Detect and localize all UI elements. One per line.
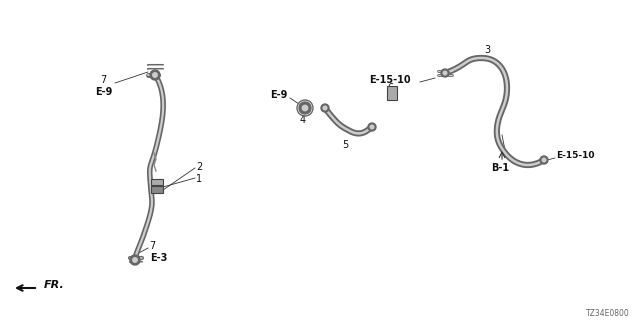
Text: FR.: FR. [44, 280, 65, 290]
Circle shape [302, 105, 308, 111]
Text: 4: 4 [300, 115, 306, 125]
Text: E-9: E-9 [95, 87, 113, 97]
Text: E-9: E-9 [270, 90, 287, 100]
Text: B-1: B-1 [491, 163, 509, 173]
Text: 3: 3 [484, 45, 490, 55]
Circle shape [130, 255, 140, 265]
Bar [387, 86, 397, 100]
Text: 7: 7 [100, 75, 106, 85]
Text: 1: 1 [196, 174, 202, 184]
Text: E-3: E-3 [150, 253, 168, 263]
Text: 5: 5 [342, 140, 348, 150]
Circle shape [321, 104, 329, 112]
Circle shape [370, 125, 374, 129]
Bar [151, 179, 163, 185]
Text: E-15-10: E-15-10 [556, 150, 595, 159]
Text: E-15-10: E-15-10 [369, 75, 411, 85]
Circle shape [299, 102, 311, 114]
Text: TZ34E0800: TZ34E0800 [586, 308, 630, 317]
Text: 2: 2 [196, 162, 202, 172]
Circle shape [368, 123, 376, 131]
Circle shape [441, 69, 449, 77]
Circle shape [323, 106, 327, 110]
Circle shape [150, 70, 160, 80]
Circle shape [132, 258, 137, 262]
Circle shape [542, 158, 546, 162]
Circle shape [540, 156, 548, 164]
Bar [151, 186, 163, 193]
Circle shape [153, 73, 157, 77]
Text: 6: 6 [387, 83, 393, 93]
Text: 7: 7 [149, 241, 156, 251]
Circle shape [444, 71, 447, 75]
